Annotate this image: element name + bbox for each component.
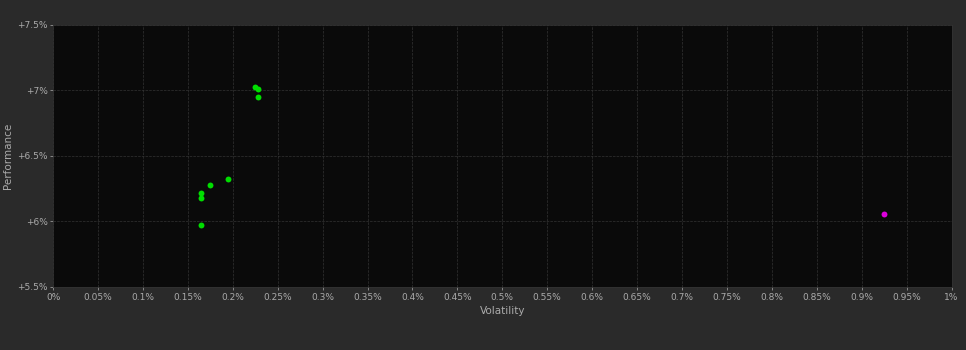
Point xyxy=(876,211,892,217)
Point xyxy=(193,196,209,201)
Point xyxy=(203,182,218,188)
Point xyxy=(193,190,209,196)
Y-axis label: Performance: Performance xyxy=(3,122,13,189)
Point xyxy=(247,84,263,90)
Point xyxy=(193,222,209,228)
Point xyxy=(250,94,266,100)
X-axis label: Volatility: Volatility xyxy=(479,306,526,316)
Point xyxy=(250,87,266,92)
Point xyxy=(220,176,236,182)
